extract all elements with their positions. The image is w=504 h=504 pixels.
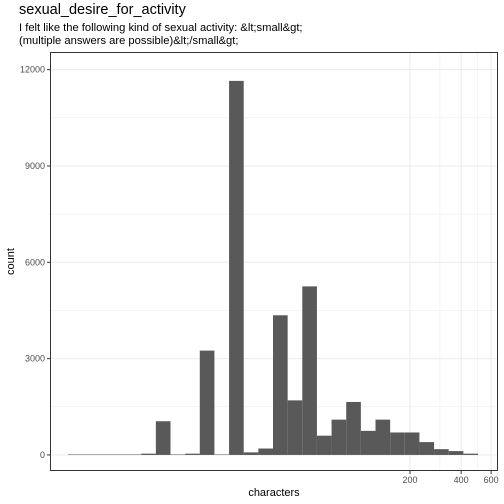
histogram-bar: [141, 453, 156, 455]
histogram-bar: [214, 454, 230, 455]
histogram-bar: [331, 419, 347, 455]
chart-subtitle: I felt like the following kind of sexual…: [19, 22, 303, 48]
y-axis-title: count: [5, 248, 17, 275]
histogram-bar: [390, 432, 405, 455]
histogram-bar: [404, 432, 420, 455]
histogram-bars: [68, 80, 478, 455]
histogram-bar: [111, 454, 127, 455]
x-axis-ticks: 200 400 600: [402, 471, 499, 485]
x-tick-label: 400: [454, 475, 469, 485]
histogram-bar: [199, 350, 215, 455]
y-tick-label: 0: [40, 450, 45, 460]
x-tick-label: 200: [402, 475, 417, 485]
histogram-bar: [316, 435, 332, 455]
y-tick-label: 12000: [20, 65, 45, 75]
histogram-bar: [97, 454, 112, 455]
histogram-bar: [155, 421, 171, 455]
histogram-bar: [434, 449, 449, 455]
histogram-bar: [258, 448, 273, 455]
histogram-bar: [360, 430, 376, 455]
plot-panel-border: [50, 52, 498, 471]
histogram-bar: [273, 315, 288, 455]
x-tick-label: 600: [484, 475, 499, 485]
histogram-bar: [419, 442, 435, 455]
y-tick-label: 6000: [25, 257, 45, 267]
histogram-bar: [126, 454, 142, 455]
histogram-bar: [185, 453, 200, 455]
histogram-bar: [243, 452, 259, 455]
y-axis-ticks: 0 3000 6000 9000 12000: [20, 65, 50, 460]
chart-title: sexual_desire_for_activity: [19, 2, 186, 18]
subtitle-line-1: I felt like the following kind of sexual…: [19, 22, 303, 34]
y-tick-label: 9000: [25, 161, 45, 171]
histogram-bar: [463, 453, 478, 455]
histogram-bar: [448, 451, 464, 455]
histogram-bar: [68, 454, 83, 455]
histogram-bar: [346, 401, 361, 455]
histogram-bar: [82, 454, 98, 455]
x-axis-title: characters: [248, 487, 300, 499]
histogram-bar: [375, 419, 391, 455]
histogram-bar: [170, 454, 186, 455]
histogram-bar: [229, 80, 244, 455]
histogram-bar: [302, 286, 317, 455]
histogram-bar: [287, 400, 303, 455]
y-tick-label: 3000: [25, 354, 45, 364]
subtitle-line-2: (multiple answers are possible)&lt;/smal…: [19, 35, 239, 47]
